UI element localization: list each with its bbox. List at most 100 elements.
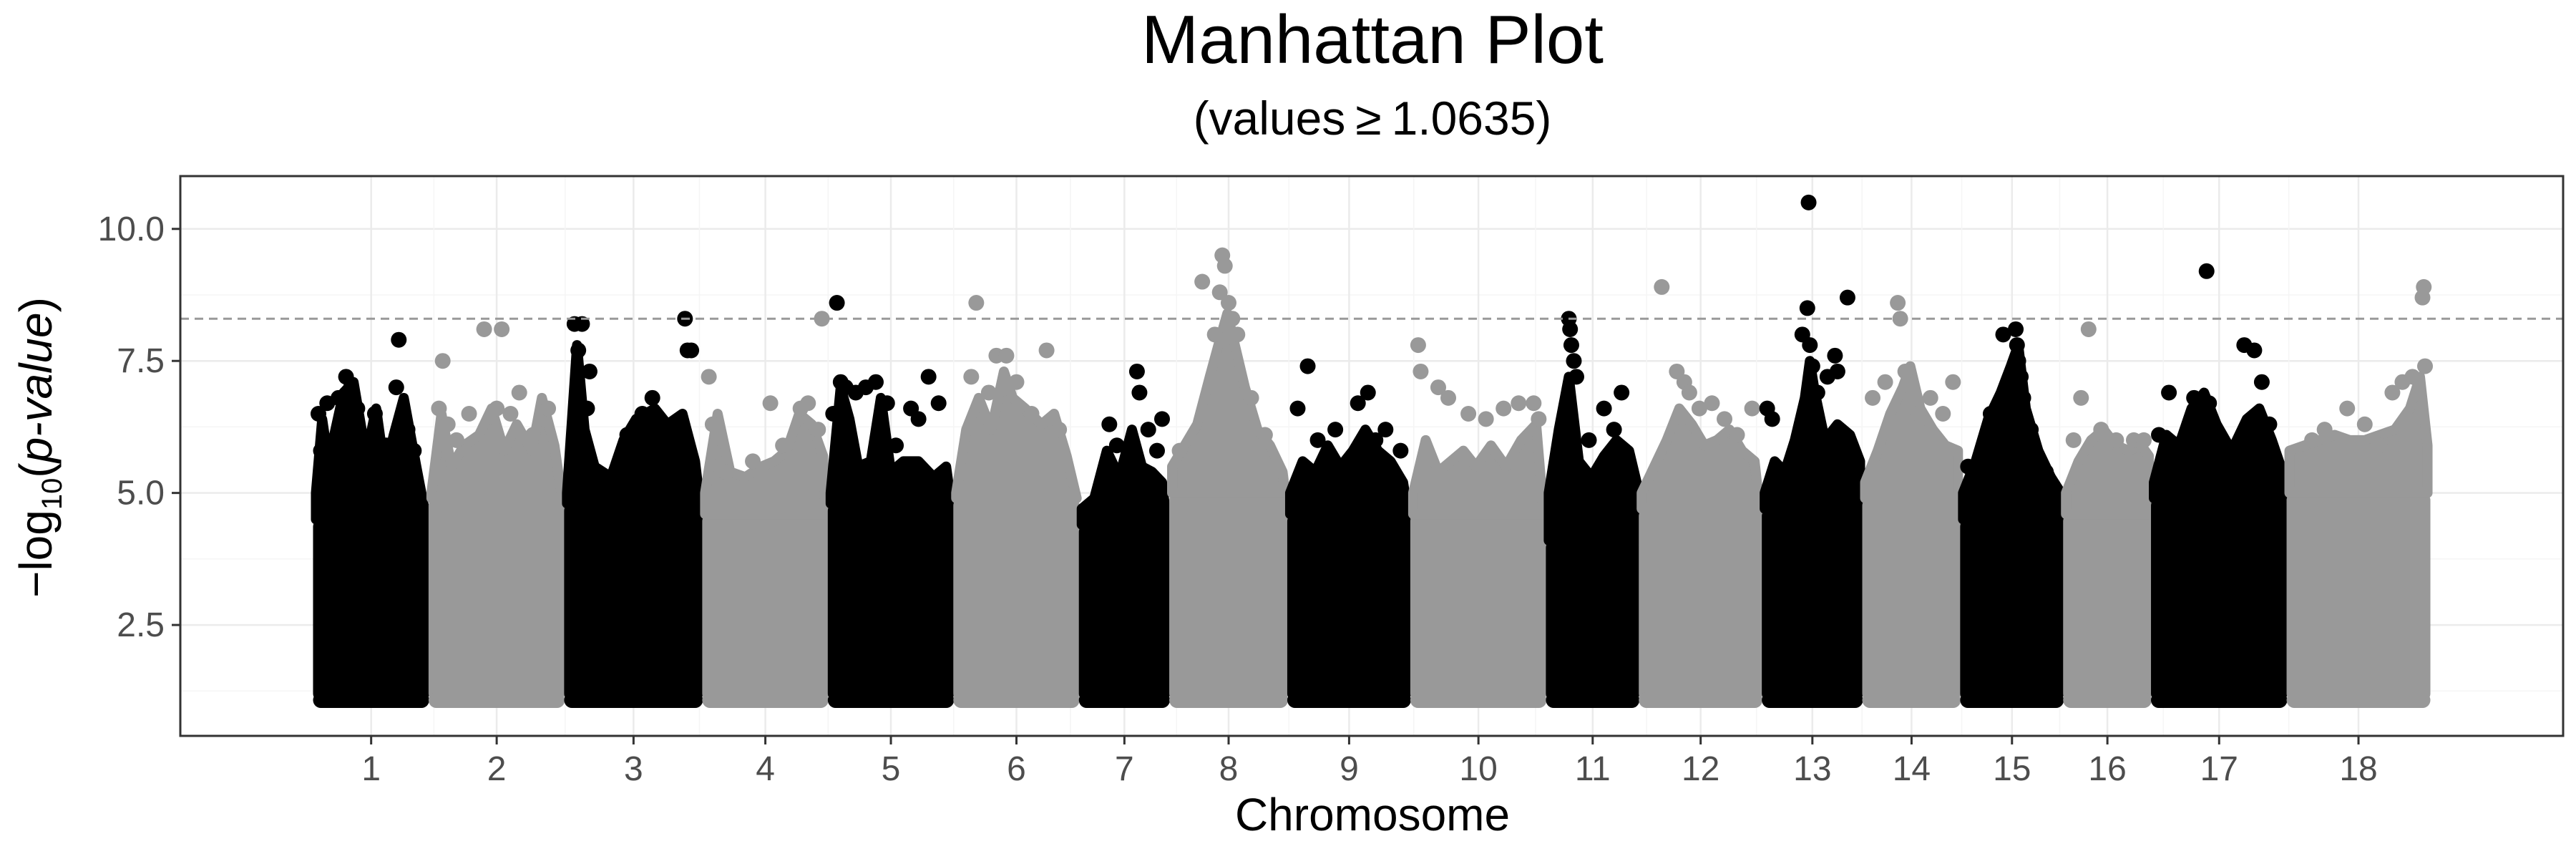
chromosome-5-point bbox=[829, 295, 845, 311]
chromosome-6-point bbox=[1008, 374, 1025, 390]
chromosome-7-point bbox=[1108, 437, 1125, 454]
chromosome-8-point bbox=[1216, 258, 1233, 274]
chromosome-16-point bbox=[2108, 432, 2124, 448]
chromosome-7-points bbox=[1076, 424, 1173, 709]
chromosome-6-peak-profile bbox=[951, 366, 1082, 504]
y-axis: 2.5 5.0 7.5 10.0 bbox=[98, 210, 180, 644]
chromosome-17-dense-points bbox=[2151, 498, 2288, 702]
y-tick-label: 2.5 bbox=[117, 606, 165, 644]
chromosome-5-point bbox=[825, 405, 841, 422]
chromosome-10-point bbox=[1496, 400, 1512, 417]
data-columns bbox=[311, 308, 2433, 709]
chromosome-2-point bbox=[434, 353, 451, 369]
chromosome-1-point bbox=[331, 389, 347, 406]
panel-border bbox=[179, 175, 2565, 737]
chromosome-6-point bbox=[1038, 342, 1055, 359]
y-axis-title-prefix: −log bbox=[10, 510, 62, 598]
chromosome-12-point bbox=[1681, 384, 1697, 401]
chromosome-10-point bbox=[1460, 405, 1477, 422]
chromosome-14-point bbox=[1910, 405, 1926, 422]
chromosome-2-point bbox=[439, 416, 456, 432]
chromosome-11-points bbox=[1543, 372, 1642, 709]
data-points bbox=[310, 194, 2434, 480]
plot-panel bbox=[179, 175, 2565, 737]
chromosome-5-point bbox=[920, 369, 937, 385]
chromosome-9-point bbox=[1367, 432, 1384, 448]
chromosome-3-dense-points bbox=[564, 503, 703, 702]
y-axis-title: −log10(p-value) bbox=[10, 297, 68, 598]
chromosome-5-point bbox=[888, 437, 904, 454]
chromosome-11-point bbox=[1606, 422, 1622, 438]
chromosome-13-point bbox=[1839, 289, 1855, 306]
chromosome-6-dense-points bbox=[953, 498, 1080, 702]
chromosome-2-point bbox=[525, 427, 542, 443]
chromosome-3-point bbox=[619, 427, 635, 443]
chromosome-1-point bbox=[310, 405, 326, 422]
chromosome-17-point bbox=[2201, 395, 2218, 412]
chromosome-11-point bbox=[1568, 369, 1584, 385]
chromosome-15-point bbox=[1982, 405, 1999, 422]
y-tick-label: 10.0 bbox=[98, 210, 165, 248]
chromosome-1-points bbox=[311, 377, 431, 709]
chromosome-9-point bbox=[1327, 422, 1344, 438]
chromosome-4-point bbox=[810, 422, 826, 438]
chromosome-13-dense-points bbox=[1762, 508, 1863, 702]
chromosome-6-point bbox=[1051, 422, 1068, 438]
chromosome-11-base bbox=[1546, 692, 1640, 709]
chromosome-15-point bbox=[1960, 458, 1976, 475]
chromosome-13-point bbox=[1809, 384, 1825, 401]
chromosome-6-point bbox=[968, 295, 985, 311]
chromosome-4-point bbox=[775, 437, 791, 454]
chromosome-15-peak-profile bbox=[1958, 340, 2067, 525]
x-axis: 1 2 3 4 5 6 7 8 9 10 11 12 13 14 15 16 17 18 bbox=[361, 736, 2378, 788]
chromosome-15-point bbox=[2010, 353, 2026, 369]
chromosome-10-points bbox=[1407, 419, 1549, 709]
chromosome-17-point bbox=[2261, 416, 2278, 432]
chromosome-8-point bbox=[1243, 389, 1259, 406]
chromosome-4-base bbox=[702, 692, 829, 709]
chromosome-5-dense-points bbox=[827, 503, 955, 702]
chromosome-16-dense-points bbox=[2063, 514, 2152, 702]
chromosome-16-base bbox=[2063, 692, 2152, 709]
chromosome-8-peak-profile bbox=[1167, 308, 1290, 498]
chromosome-9-point bbox=[1360, 384, 1376, 401]
y-axis-title-subscript: 10 bbox=[36, 478, 68, 510]
chromosome-7-peak-profile bbox=[1076, 424, 1173, 530]
x-tick-label: 9 bbox=[1340, 750, 1359, 788]
chromosome-5-point bbox=[930, 395, 947, 412]
chromosome-1-point bbox=[366, 405, 383, 422]
chromosome-17-point bbox=[2198, 263, 2215, 279]
chromosome-6-point bbox=[1023, 405, 1040, 422]
chromosome-1-base bbox=[313, 692, 429, 709]
chromosome-18-point bbox=[2384, 384, 2401, 401]
chromosome-17-point bbox=[2253, 374, 2270, 390]
chromosome-7-point bbox=[1140, 422, 1156, 438]
x-tick-label: 5 bbox=[882, 750, 901, 788]
chromosome-14-dense-points bbox=[1862, 498, 1961, 702]
chromosome-8-dense-points bbox=[1169, 492, 1288, 702]
x-tick-label: 10 bbox=[1459, 750, 1497, 788]
chromosome-17-point bbox=[2186, 389, 2202, 406]
chromosome-6-base bbox=[953, 692, 1080, 709]
chromosome-14-point bbox=[1935, 405, 1951, 422]
chromosome-8-point bbox=[1220, 295, 1236, 311]
chromosome-15-point bbox=[2013, 369, 2029, 385]
chromosome-9-point bbox=[1392, 442, 1409, 459]
chromosome-4-point bbox=[814, 311, 830, 327]
chromosome-15-dense-points bbox=[1960, 519, 2064, 702]
chromosome-18-point bbox=[2339, 400, 2356, 417]
chromosome-1-dense-points bbox=[313, 519, 429, 702]
chromosome-18-point bbox=[2404, 369, 2421, 385]
chromosome-17-point bbox=[2151, 427, 2167, 443]
chromosome-1-point bbox=[313, 442, 329, 459]
chromosome-11-point bbox=[1566, 353, 1582, 369]
chromosome-3-base bbox=[564, 692, 703, 709]
chromosome-10-point bbox=[1478, 411, 1494, 427]
chromosome-6-point bbox=[980, 384, 997, 401]
y-axis-title-paren-open: ( bbox=[10, 462, 62, 477]
chromosome-4-point bbox=[800, 395, 816, 412]
subtitle-value: 1.0635) bbox=[1392, 92, 1552, 145]
chromosome-17-point bbox=[2246, 342, 2263, 359]
chromosome-2-point bbox=[511, 384, 527, 401]
x-tick-label: 2 bbox=[487, 750, 507, 788]
